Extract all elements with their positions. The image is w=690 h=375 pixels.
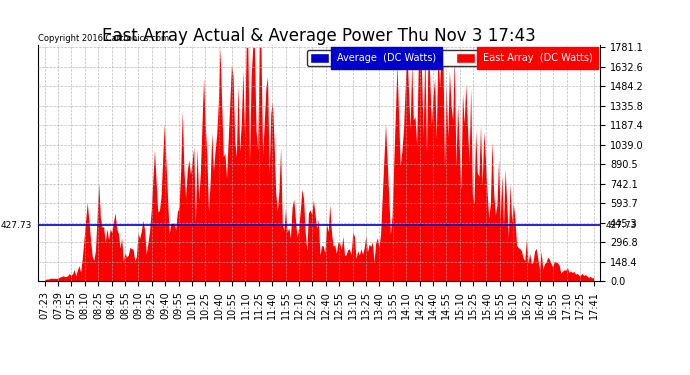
Legend: Average  (DC Watts), East Array  (DC Watts): Average (DC Watts), East Array (DC Watts…	[307, 50, 595, 66]
Text: 427.73: 427.73	[606, 220, 638, 230]
Title: East Array Actual & Average Power Thu Nov 3 17:43: East Array Actual & Average Power Thu No…	[102, 27, 536, 45]
Text: Copyright 2016 Cartronics.com: Copyright 2016 Cartronics.com	[38, 34, 169, 43]
Text: 427.73: 427.73	[1, 220, 32, 230]
